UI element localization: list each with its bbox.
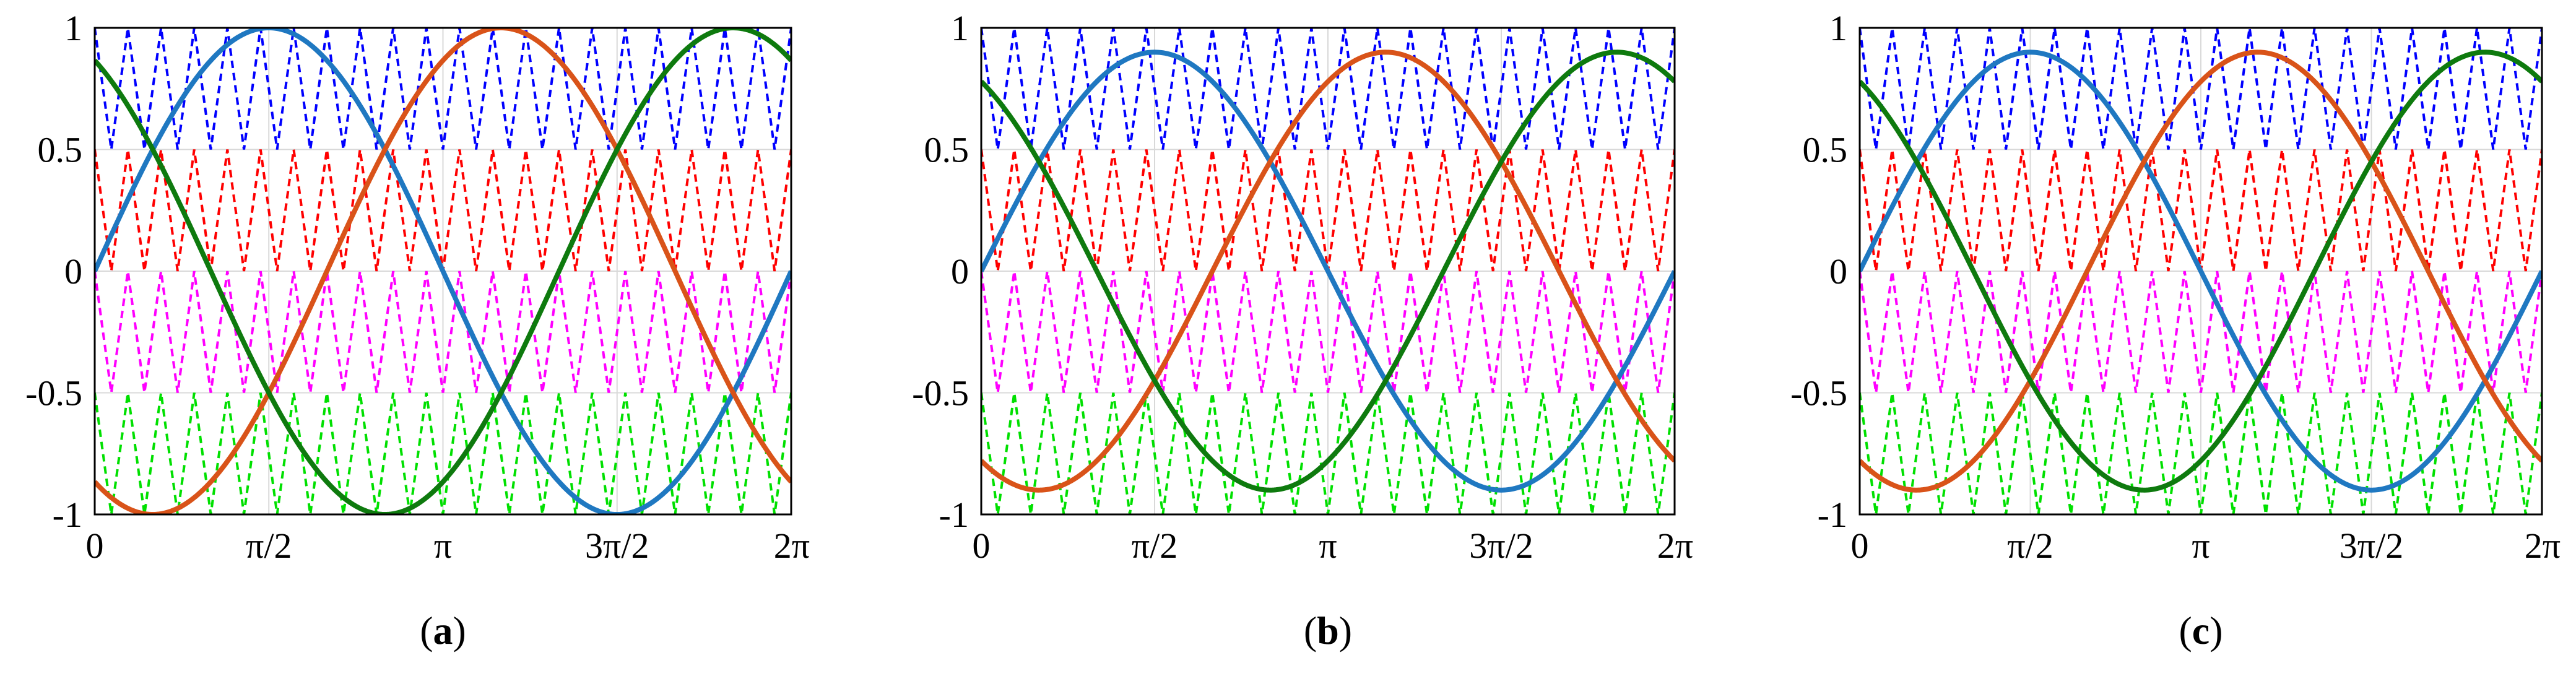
x-tick-label: 0 (973, 526, 991, 566)
panel-label-letter: a (433, 609, 453, 652)
y-tick-label: -0.5 (25, 373, 82, 414)
x-tick-label: 0 (86, 526, 104, 566)
x-tick-label: 3π/2 (1469, 526, 1533, 566)
y-tick-label: 0.5 (38, 130, 83, 170)
plot-area (981, 28, 1675, 514)
carrier-series-3 (981, 271, 1675, 393)
x-tick-label: 2π (2525, 526, 2561, 566)
y-tick-label: 1 (64, 8, 82, 48)
axes-frame (1858, 27, 2543, 516)
carrier-series-1 (981, 28, 1675, 150)
y-tick-label: -0.5 (912, 373, 969, 414)
panel-label: (a) (420, 609, 466, 652)
panel-a: 0 π/2 π 3π/2 2π 1 0.5 0 -0.5 -1 (a) (25, 8, 810, 652)
modulation-series-phase-b (1860, 50, 2542, 493)
y-tick-label: -1 (1818, 495, 1847, 535)
plot-area (1860, 28, 2542, 514)
y-tick-label: 1 (951, 8, 969, 48)
carrier-series-3 (95, 271, 791, 393)
panel-label-close-paren: ) (2210, 609, 2223, 652)
modulation-series-phase-b (981, 50, 1675, 493)
x-tick-label: π (2192, 526, 2210, 566)
y-tick-label: 0 (64, 251, 82, 292)
carrier-series-1 (1860, 28, 2542, 150)
x-tick-label: 3π/2 (2340, 526, 2403, 566)
panel-label-open-paren: ( (420, 609, 433, 652)
axes-frame (980, 27, 1676, 516)
modulation-series-phase-a (95, 28, 791, 514)
panel-b: 0 π/2 π 3π/2 2π 1 0.5 0 -0.5 -1 (b) (912, 8, 1693, 652)
y-tick-label: -1 (53, 495, 82, 535)
x-tick-label: π/2 (2007, 526, 2053, 566)
y-tick-label: -1 (939, 495, 969, 535)
panel-label-close-paren: ) (1339, 609, 1352, 652)
panel-label: (c) (2179, 609, 2223, 652)
panel-c: 0 π/2 π 3π/2 2π 1 0.5 0 -0.5 -1 (c) (1790, 8, 2561, 652)
x-tick-label: π (434, 526, 452, 566)
y-tick-label: 0.5 (924, 130, 969, 170)
x-tick-label: 0 (1851, 526, 1869, 566)
carrier-series-1 (95, 28, 791, 150)
y-tick-label: 1 (1829, 8, 1847, 48)
modulation-series-phase-c (981, 50, 1675, 493)
x-tick-label: 2π (774, 526, 810, 566)
x-tick-label: π/2 (1132, 526, 1177, 566)
y-tick-label: -0.5 (1790, 373, 1847, 414)
y-tick-label: 0 (1829, 251, 1847, 292)
panel-label-letter: b (1317, 609, 1339, 652)
panel-label-open-paren: ( (2179, 609, 2192, 652)
modulation-series-phase-a (1860, 50, 2542, 493)
axes-frame (93, 27, 792, 516)
modulation-series-phase-b (95, 28, 791, 514)
panel-label: (b) (1304, 609, 1352, 652)
x-tick-label: π/2 (246, 526, 292, 566)
y-tick-label: 0.5 (1803, 130, 1848, 170)
carrier-series-3 (1860, 271, 2542, 393)
panel-label-open-paren: ( (1304, 609, 1317, 652)
modulation-series-phase-c (95, 28, 791, 514)
x-tick-label: 3π/2 (585, 526, 649, 566)
x-tick-label: 2π (1657, 526, 1693, 566)
modulation-series-phase-c (1860, 50, 2542, 493)
panel-label-letter: c (2192, 609, 2210, 652)
plot-area (95, 28, 791, 514)
panel-label-close-paren: ) (453, 609, 466, 652)
modulation-series-phase-a (981, 50, 1675, 493)
y-tick-label: 0 (951, 251, 969, 292)
x-tick-label: π (1319, 526, 1337, 566)
